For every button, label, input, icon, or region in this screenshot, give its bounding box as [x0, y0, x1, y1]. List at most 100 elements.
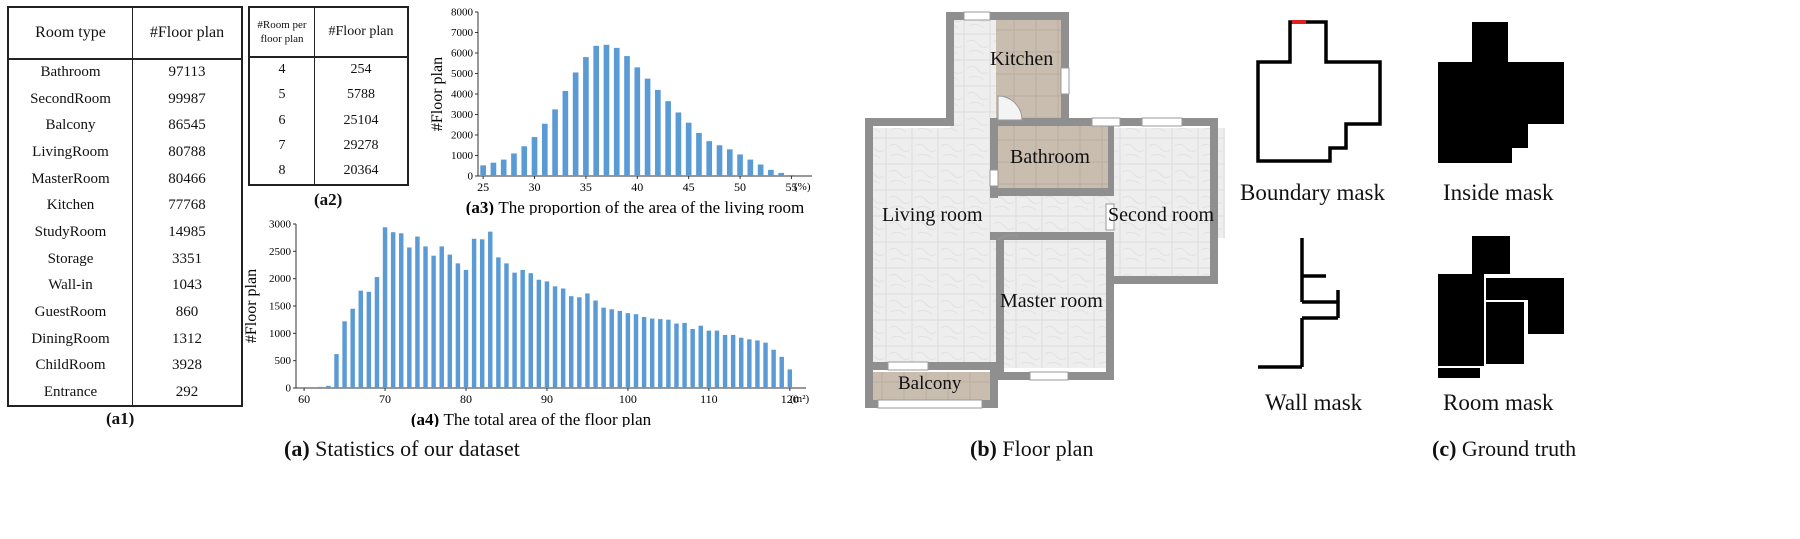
- room-label-master-room: Master room: [1000, 290, 1103, 312]
- bar: [455, 263, 461, 388]
- caption-c-bold: (c): [1432, 436, 1457, 461]
- cell-room-type: ChildRoom: [8, 352, 133, 380]
- table-row: Storage 3351: [8, 245, 242, 273]
- bar: [490, 162, 497, 176]
- bar: [675, 112, 682, 176]
- x-tick-label: 60: [298, 392, 310, 406]
- cell-rooms: 8: [249, 159, 315, 185]
- chart-title: (a3) The proportion of the area of the l…: [466, 198, 805, 215]
- x-tick-label: 25: [477, 180, 489, 194]
- x-tick-label: 55: [785, 180, 797, 194]
- caption-b-bold: (b): [970, 436, 997, 461]
- bar: [552, 286, 558, 388]
- table-row: ChildRoom 3928: [8, 352, 242, 380]
- bar: [585, 293, 590, 388]
- room-label-balcony: Balcony: [898, 373, 962, 394]
- bar: [706, 141, 713, 176]
- bar: [690, 328, 695, 388]
- cell-rooms: 4: [249, 57, 315, 83]
- chart-title-prefix: (a4): [411, 410, 444, 427]
- y-tick-label: 0: [468, 171, 474, 183]
- y-tick-label: 3000: [451, 109, 474, 121]
- cell-floor-plan: 5788: [347, 87, 375, 103]
- bar: [757, 164, 764, 176]
- y-tick-label: 1000: [269, 328, 292, 340]
- bar: [447, 254, 453, 388]
- cell-rooms: 5: [249, 82, 315, 108]
- bar: [520, 269, 525, 388]
- bar: [706, 330, 712, 388]
- cell-room-type: LivingRoom: [8, 139, 133, 166]
- bar: [685, 122, 692, 176]
- bar: [544, 281, 550, 388]
- caption-b-text: Floor plan: [1002, 436, 1094, 461]
- bar: [423, 246, 428, 388]
- cell-room-type: MasterRoom: [8, 165, 133, 193]
- caption-b: (b) Floor plan: [970, 436, 1093, 462]
- table-row: 4 254: [249, 57, 408, 83]
- cell-floor-plan: 97113: [168, 64, 206, 81]
- x-tick-label: 70: [379, 392, 391, 406]
- chart-title-prefix: (a3): [466, 198, 499, 215]
- table-row: DiningRoom 1312: [8, 325, 242, 353]
- table-a1-header-floor-plan: #Floor plan: [149, 24, 225, 41]
- bar: [609, 309, 614, 388]
- bar: [613, 47, 620, 176]
- bar: [463, 269, 469, 388]
- table-a2-header-rooms: #Room per floor plan: [249, 7, 315, 57]
- bar: [528, 273, 533, 388]
- bar: [665, 101, 671, 176]
- bar: [747, 159, 754, 176]
- table-row: Balcony 86545: [8, 112, 242, 140]
- y-tick-label: 500: [275, 355, 292, 367]
- cell-room-type: SecondRoom: [8, 85, 133, 113]
- table-row: Entrance 292: [8, 379, 242, 406]
- y-tick-label: 1500: [269, 301, 292, 313]
- caption-a: (a) Statistics of our dataset: [284, 436, 520, 462]
- x-unit-label: (%): [794, 181, 811, 193]
- room-label-kitchen: Kitchen: [990, 48, 1054, 70]
- bar: [730, 334, 736, 388]
- cell-floor-plan: 3351: [172, 250, 202, 267]
- bar: [541, 123, 548, 176]
- cell-floor-plan: 29278: [343, 138, 379, 154]
- cell-floor-plan: 1312: [172, 330, 202, 347]
- chart-a3: 0 1000 2000 3000 4000 5000 6000 7000 8000 25 30 35 4…: [429, 7, 812, 215]
- bar: [634, 67, 641, 176]
- cell-room-type: Storage: [8, 245, 133, 273]
- cell-room-type: Wall-in: [8, 272, 133, 300]
- cell-floor-plan: 292: [175, 383, 199, 400]
- chart-a4: 0 500 1000 1500 2000 2500 3000 60 70 80 90 100 110 12…: [243, 219, 810, 428]
- bar: [787, 369, 793, 388]
- bar: [755, 340, 760, 388]
- x-tick-label: 90: [541, 392, 553, 406]
- y-tick-label: 4000: [451, 89, 474, 101]
- x-tick-label: 40: [631, 180, 643, 194]
- bar: [342, 321, 347, 388]
- bar: [358, 290, 363, 388]
- cell-room-type: Bathroom: [8, 59, 133, 86]
- label-wall-mask: Wall mask: [1265, 390, 1363, 415]
- cell-floor-plan: 99987: [168, 90, 206, 107]
- y-tick-label: 6000: [451, 48, 474, 60]
- bar: [569, 296, 574, 388]
- bar: [763, 342, 768, 388]
- bar: [655, 89, 661, 176]
- table-a1-label: (a1): [106, 409, 135, 428]
- table-row: LivingRoom 80788: [8, 139, 242, 166]
- y-tick-label: 5000: [451, 68, 474, 80]
- table-row: Kitchen 77768: [8, 192, 242, 220]
- bar: [644, 78, 651, 176]
- bar: [496, 257, 501, 388]
- bar: [603, 44, 610, 176]
- cell-floor-plan: 3928: [172, 357, 202, 374]
- bar: [399, 233, 404, 388]
- bar: [625, 313, 631, 388]
- bar: [778, 172, 784, 176]
- cell-floor-plan: 1043: [172, 277, 202, 294]
- x-tick-label: 110: [700, 392, 718, 406]
- x-unit-label: (m²): [790, 393, 810, 405]
- room-label-bathroom: Bathroom: [1010, 146, 1090, 168]
- y-tick-label: 8000: [451, 7, 474, 19]
- bar: [572, 72, 579, 176]
